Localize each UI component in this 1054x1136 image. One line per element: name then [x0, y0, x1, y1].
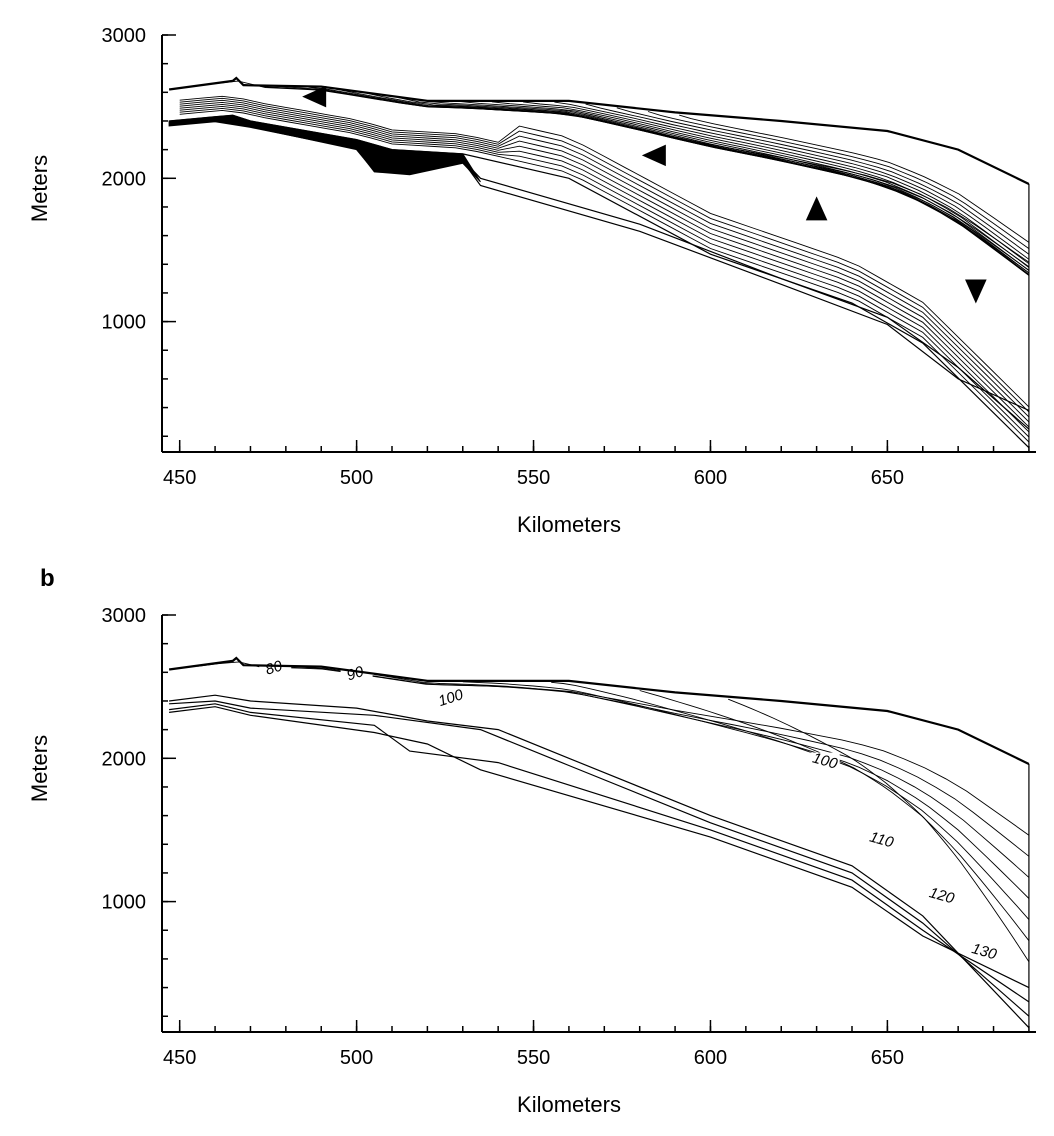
panel-b-series-line	[169, 694, 1030, 1029]
panel-a-flow-marker-left	[641, 144, 666, 167]
panel-a-series-line	[168, 76, 1030, 185]
panel-b-x-tick-label: 550	[517, 1047, 550, 1069]
panel-b-contour-label-bg	[864, 831, 897, 850]
panel-a-y-tick-label: 2000	[102, 168, 147, 190]
panel-a-chart: 450 500 550 600 650 1000 2000 3000 Kilometers Met…	[27, 25, 1036, 537]
panel-b-y-axis-title: Meters	[27, 735, 52, 802]
panel-a-flowline	[273, 85, 1030, 271]
panel-b-x-axis-title: Kilometers	[517, 1092, 621, 1117]
panel-a-flow-marker-left	[302, 85, 327, 108]
panel-a-y-tick-label: 1000	[102, 312, 147, 334]
panel-b-x-tick-label: 600	[694, 1047, 727, 1069]
panel-b-chart: 450 500 550 600 650 1000 2000 3000 Kilometers Met…	[27, 605, 1036, 1117]
panel-b-x-tick-label: 650	[871, 1047, 904, 1069]
panel-a-flowline	[679, 114, 1030, 243]
panel-a-series-line	[169, 117, 1030, 430]
panel-a-x-axis-title: Kilometers	[517, 512, 621, 537]
panel-a-layer-line	[179, 97, 1030, 413]
panel-a-x-tick-label: 450	[163, 467, 196, 489]
panel-a-layer-line	[179, 95, 1030, 408]
panel-b-axes: 450 500 550 600 650 1000 2000 3000 Kilometers Met…	[27, 605, 1036, 1117]
panel-b-y-tick-label: 3000	[102, 605, 147, 627]
panel-b-contour-label: 130	[970, 940, 999, 963]
panel-b-isochron	[639, 690, 1030, 941]
panel-a-flowline	[523, 101, 1030, 268]
panel-a-flow-marker-down	[965, 279, 987, 304]
panel-b-isochron	[374, 674, 1030, 878]
panel-a-layer-line	[179, 101, 1030, 423]
panel-b-contour-label: 90	[345, 663, 367, 685]
panel-b-contour-label: 100	[811, 750, 840, 773]
panel-a-flowline	[429, 101, 1030, 275]
panel-a-layer-line	[179, 105, 1030, 433]
panel-b-series-line	[169, 706, 1030, 989]
panel-a-x-tick-label: 600	[694, 467, 727, 489]
panel-b-isochron	[462, 681, 1030, 899]
panel-a-flow-marker-up	[805, 196, 828, 221]
panel-a-series-line	[169, 120, 1030, 411]
panel-a-layer-line	[179, 99, 1030, 418]
panel-a-flowline	[647, 111, 1030, 249]
panel-a-x-tick-label: 650	[871, 467, 904, 489]
panel-a-flowline	[585, 103, 1030, 260]
panel-a-axes: 450 500 550 600 650 1000 2000 3000 Kilometers Met…	[27, 25, 1036, 537]
panel-b-x-tick-label: 450	[163, 1047, 196, 1069]
panel-b-letter: b	[40, 565, 55, 592]
panel-a-layer-line	[179, 109, 1030, 443]
panel-b-contour-label-bg	[924, 887, 957, 906]
panel-b-contour-label-bg	[807, 752, 840, 771]
panel-b-contour-label: 120	[927, 884, 956, 907]
panel-b-contour-label: 80	[263, 657, 285, 679]
panel-b-series-line	[168, 656, 1030, 765]
panel-b-contour-label: 110	[868, 828, 896, 851]
panel-a-series-line	[169, 114, 1030, 449]
panel-b-series-line	[169, 700, 1030, 1017]
panel-a-flowline	[491, 101, 1030, 271]
panel-b-contour-label-bg	[259, 659, 292, 678]
panel-b-isochron	[551, 681, 1030, 920]
panel-a-y-tick-label: 3000	[102, 25, 147, 47]
panel-b-isochron	[728, 698, 1030, 963]
panel-a-basal-wedge	[168, 114, 481, 183]
panel-b-contour-label-bg	[436, 689, 469, 708]
panel-a-flowline	[460, 101, 1030, 274]
panel-a-layer-line	[179, 107, 1030, 438]
panel-a-content	[168, 76, 1030, 449]
panel-a-y-axis-title: Meters	[27, 155, 52, 222]
panel-a-x-tick-label: 500	[340, 467, 373, 489]
panel-a-x-tick-label: 550	[517, 467, 550, 489]
panel-b-y-tick-label: 1000	[102, 892, 147, 914]
panel-a-layer-line	[179, 103, 1030, 428]
panel-a-flowline	[554, 101, 1030, 265]
panel-b-isochron	[197, 661, 1030, 836]
panel-b-y-tick-label: 2000	[102, 748, 147, 770]
panel-b-contour-label-bg	[966, 943, 999, 962]
panel-b-x-tick-label: 500	[340, 1047, 373, 1069]
panel-b-series-line	[169, 703, 1030, 1003]
panel-a-flowline	[616, 107, 1030, 255]
